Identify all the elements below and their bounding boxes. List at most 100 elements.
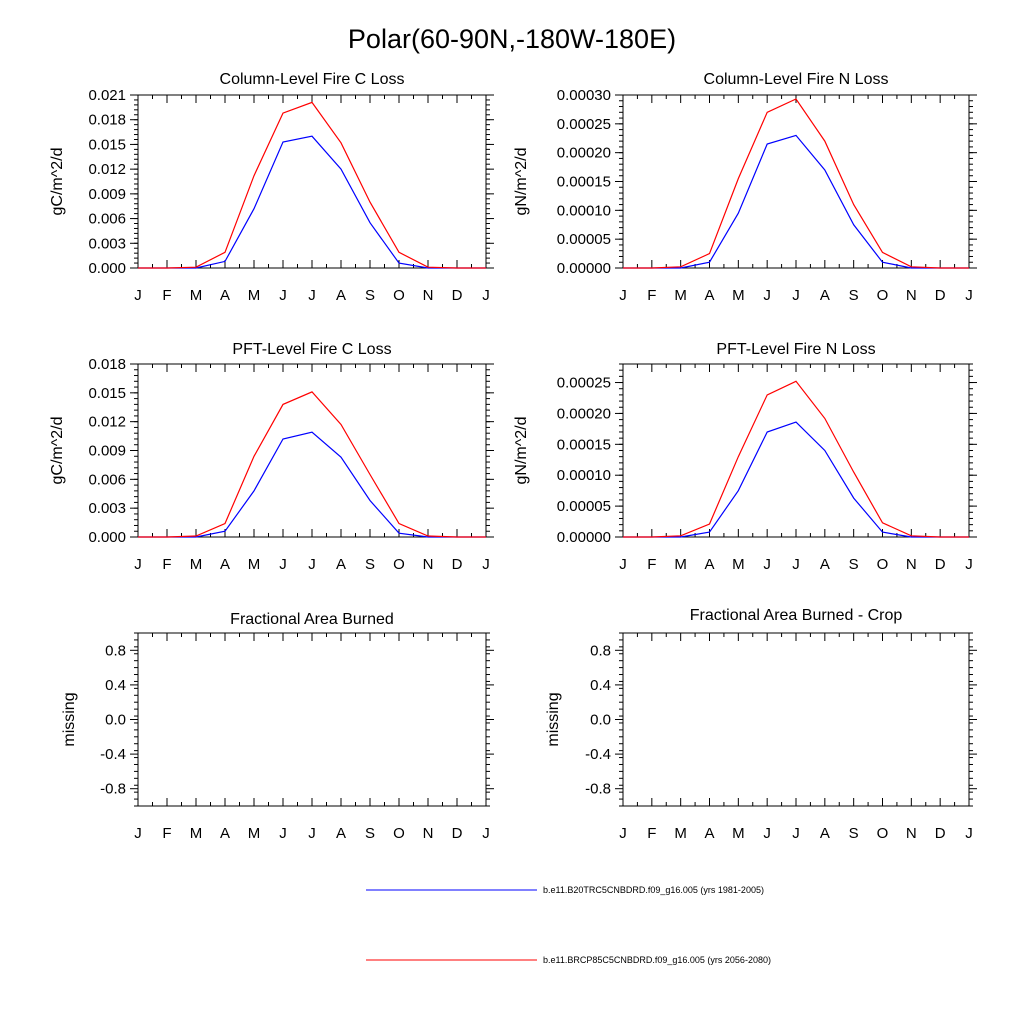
y-tick-label: 0.00030 <box>557 87 611 104</box>
y-tick-label: 0.00005 <box>557 498 611 515</box>
x-tick-label: F <box>647 825 656 842</box>
x-tick-label: N <box>423 556 434 573</box>
x-tick-label: O <box>393 287 405 304</box>
panel-title: Column-Level Fire C Loss <box>220 71 405 88</box>
panel-title: Fractional Area Burned <box>230 611 394 628</box>
y-tick-label: 0.006 <box>88 211 126 228</box>
panel-title: Fractional Area Burned - Crop <box>690 607 903 624</box>
y-tick-label: 0.00010 <box>557 467 611 484</box>
y-tick-label: 0.00010 <box>557 202 611 219</box>
x-tick-label: S <box>365 556 375 573</box>
x-tick-label: J <box>763 825 771 842</box>
plot-frame <box>622 363 970 538</box>
x-tick-label: S <box>849 287 859 304</box>
plot-frame <box>137 94 487 269</box>
x-tick-label: J <box>134 825 142 842</box>
x-tick-label: A <box>704 556 714 573</box>
x-tick-label: F <box>162 825 171 842</box>
x-tick-label: A <box>704 287 714 304</box>
y-tick-label: 0.012 <box>88 414 126 431</box>
y-tick-label: 0.015 <box>88 385 126 402</box>
y-axis-label: missing <box>61 692 78 746</box>
x-tick-label: S <box>365 287 375 304</box>
x-tick-label: A <box>220 825 230 842</box>
x-tick-label: A <box>336 825 346 842</box>
x-tick-label: F <box>162 556 171 573</box>
y-tick-label: -0.8 <box>585 781 611 798</box>
y-tick-label: 0.00025 <box>557 375 611 392</box>
x-tick-label: J <box>619 825 627 842</box>
series-line-blue <box>623 421 969 538</box>
x-tick-label: J <box>792 287 800 304</box>
x-tick-label: J <box>279 556 287 573</box>
y-tick-label: 0.0 <box>590 712 611 729</box>
y-tick-label: 0.0 <box>105 712 126 729</box>
y-tick-label: 0.00020 <box>557 405 611 422</box>
series-line-red <box>623 98 969 269</box>
x-tick-label: J <box>482 556 490 573</box>
series-line-red <box>138 101 486 269</box>
y-tick-label: 0.00005 <box>557 231 611 248</box>
y-tick-label: -0.8 <box>100 781 126 798</box>
y-tick-label: 0.021 <box>88 87 126 104</box>
y-tick-label: 0.012 <box>88 161 126 178</box>
x-tick-label: A <box>704 825 714 842</box>
y-tick-label: 0.018 <box>88 356 126 373</box>
y-tick-label: 0.006 <box>88 471 126 488</box>
y-tick-label: 0.00000 <box>557 529 611 546</box>
y-tick-label: 0.00025 <box>557 116 611 133</box>
x-tick-label: J <box>308 556 316 573</box>
legend: b.e11.B20TRC5CNBDRD.f09_g16.005 (yrs 198… <box>366 885 771 965</box>
x-tick-label: M <box>248 287 261 304</box>
x-tick-label: J <box>763 287 771 304</box>
x-tick-label: J <box>792 556 800 573</box>
x-tick-label: A <box>336 556 346 573</box>
y-tick-label: 0.009 <box>88 186 126 203</box>
x-tick-label: D <box>935 825 946 842</box>
x-tick-label: A <box>336 287 346 304</box>
x-tick-label: S <box>365 825 375 842</box>
x-tick-label: N <box>906 825 917 842</box>
x-tick-label: A <box>220 556 230 573</box>
x-tick-label: J <box>134 556 142 573</box>
x-tick-label: A <box>220 287 230 304</box>
x-tick-label: F <box>647 287 656 304</box>
x-tick-label: O <box>393 556 405 573</box>
x-tick-label: M <box>674 287 687 304</box>
panel-title: Column-Level Fire N Loss <box>704 71 889 88</box>
x-tick-label: J <box>134 287 142 304</box>
x-tick-label: M <box>732 287 745 304</box>
y-tick-label: 0.000 <box>88 529 126 546</box>
x-tick-label: O <box>877 287 889 304</box>
x-tick-label: D <box>452 825 463 842</box>
x-tick-label: J <box>792 825 800 842</box>
series-line-blue <box>623 134 969 269</box>
figure-title: Polar(60-90N,-180W-180E) <box>348 24 676 54</box>
y-axis-label: gC/m^2/d <box>49 417 66 485</box>
x-tick-label: M <box>732 556 745 573</box>
x-tick-label: D <box>452 287 463 304</box>
x-tick-label: N <box>906 287 917 304</box>
series-line-blue <box>138 135 486 269</box>
x-tick-label: J <box>482 287 490 304</box>
x-tick-label: F <box>647 556 656 573</box>
plot-frame <box>622 94 970 269</box>
x-tick-label: S <box>849 825 859 842</box>
x-tick-label: N <box>423 287 434 304</box>
legend-label-0: b.e11.B20TRC5CNBDRD.f09_g16.005 (yrs 198… <box>543 885 764 895</box>
y-tick-label: 0.000 <box>88 260 126 277</box>
x-tick-label: M <box>190 556 203 573</box>
panel-title: PFT-Level Fire N Loss <box>716 341 875 358</box>
y-tick-label: 0.4 <box>105 677 126 694</box>
x-tick-label: J <box>619 556 627 573</box>
plot-frame <box>622 632 970 807</box>
plot-frame <box>137 632 487 807</box>
x-tick-label: J <box>763 556 771 573</box>
x-tick-label: O <box>877 825 889 842</box>
